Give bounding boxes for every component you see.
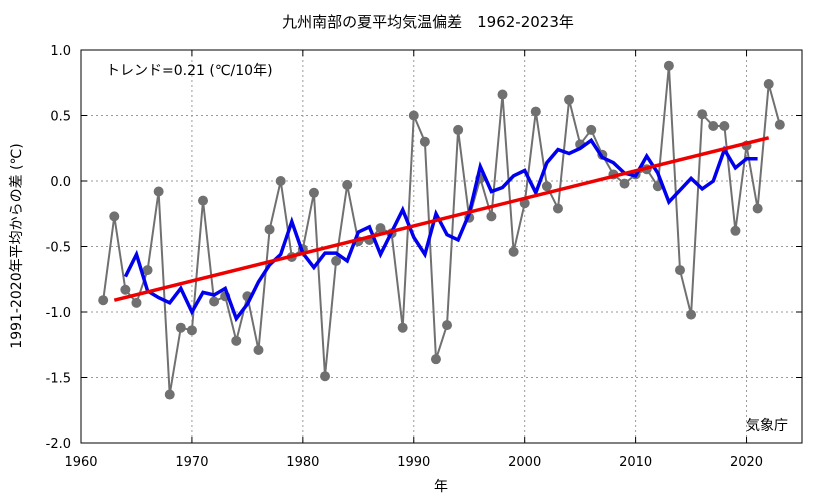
annual-anomaly-point bbox=[430, 354, 441, 365]
annual-anomaly-point bbox=[308, 187, 319, 198]
trend-line-series bbox=[113, 136, 770, 302]
y-axis: -2.0 -1.5 -1.0 -0.5 0.0 0.5 1.0 bbox=[46, 44, 802, 452]
annual-anomaly-point bbox=[186, 325, 197, 336]
moving-average-line bbox=[123, 137, 758, 323]
annual-anomaly-point bbox=[453, 124, 464, 135]
annual-anomaly-point bbox=[164, 389, 175, 400]
source-label: 気象庁 bbox=[746, 418, 788, 434]
annual-anomaly-point bbox=[497, 89, 508, 100]
annual-anomaly-point bbox=[564, 94, 575, 105]
annual-series bbox=[98, 60, 785, 400]
annual-anomaly-point bbox=[253, 344, 264, 355]
annual-anomaly-point bbox=[708, 120, 719, 131]
annual-anomaly-point bbox=[508, 246, 519, 257]
annual-anomaly-point bbox=[142, 265, 153, 276]
x-tick-label: 1970 bbox=[175, 455, 208, 470]
x-axis: 1960 1970 1980 1990 2000 2010 2020 bbox=[64, 50, 763, 470]
annual-anomaly-point bbox=[131, 297, 142, 308]
y-tick-label: 1.0 bbox=[50, 44, 71, 59]
annual-anomaly-point bbox=[397, 322, 408, 333]
annual-anomaly-point bbox=[153, 186, 164, 197]
annual-anomaly-point bbox=[98, 295, 109, 306]
annual-anomaly-point bbox=[697, 109, 708, 120]
annual-anomaly-point bbox=[619, 178, 630, 189]
annual-anomaly-point bbox=[774, 119, 785, 130]
annual-anomaly-point bbox=[120, 284, 131, 295]
annual-anomaly-point bbox=[541, 181, 552, 192]
x-tick-label: 2020 bbox=[730, 455, 763, 470]
annual-anomaly-point bbox=[109, 211, 120, 222]
annual-anomaly-point bbox=[275, 176, 286, 186]
annual-anomaly-point bbox=[719, 120, 730, 131]
x-tick-label: 1960 bbox=[64, 455, 97, 470]
x-tick-label: 1990 bbox=[397, 455, 430, 470]
annual-anomaly-point bbox=[530, 106, 541, 117]
annual-anomaly-point bbox=[264, 224, 275, 235]
annual-anomaly-point bbox=[175, 322, 186, 333]
annual-anomaly-point bbox=[198, 195, 209, 206]
annual-anomaly-point bbox=[663, 60, 674, 71]
annual-anomaly-point bbox=[375, 223, 386, 234]
annual-anomaly-point bbox=[686, 309, 697, 320]
y-axis-label: 1991-2020年平均からの差 (℃) bbox=[9, 143, 25, 348]
annual-anomaly-point bbox=[408, 110, 419, 121]
annual-anomaly-point bbox=[752, 203, 763, 214]
annual-anomaly-point bbox=[209, 296, 220, 307]
annual-anomaly-point bbox=[342, 179, 353, 190]
annual-anomaly-point bbox=[552, 203, 563, 214]
x-axis-label: 年 bbox=[434, 479, 448, 495]
chart-title: 九州南部の夏平均気温偏差 1962-2023年 bbox=[282, 13, 574, 31]
trend-annotation: トレンド=0.21 (℃/10年) bbox=[106, 63, 273, 79]
annual-anomaly-point bbox=[331, 255, 342, 266]
y-tick-label: 0.5 bbox=[50, 110, 71, 125]
y-tick-label: 0.0 bbox=[50, 175, 71, 190]
x-tick-label: 2000 bbox=[508, 455, 541, 470]
annual-anomaly-point bbox=[586, 124, 597, 135]
annual-anomaly-point bbox=[763, 79, 774, 90]
moving-average-series bbox=[123, 137, 758, 323]
annual-anomaly-point bbox=[320, 371, 331, 382]
y-tick-label: -2.0 bbox=[46, 437, 71, 452]
annual-anomaly-point bbox=[419, 136, 430, 147]
x-tick-label: 1980 bbox=[286, 455, 319, 470]
y-tick-label: -1.5 bbox=[46, 372, 71, 387]
annual-anomaly-point bbox=[486, 211, 497, 222]
annual-anomaly-point bbox=[442, 320, 453, 331]
trend-line bbox=[113, 136, 770, 302]
annual-anomaly-point bbox=[730, 225, 741, 236]
annual-anomaly-point bbox=[231, 335, 242, 346]
x-tick-label: 2010 bbox=[619, 455, 652, 470]
annual-anomaly-point bbox=[674, 265, 685, 276]
y-tick-label: -1.0 bbox=[46, 306, 71, 321]
y-tick-label: -0.5 bbox=[46, 241, 71, 256]
